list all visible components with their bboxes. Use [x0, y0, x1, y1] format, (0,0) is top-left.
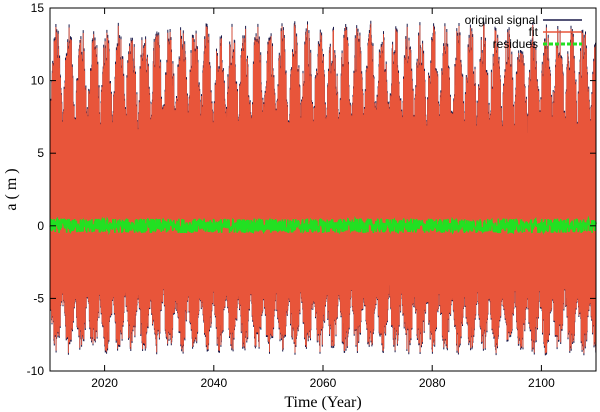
x-tick-label: 2060 — [310, 376, 337, 390]
y-tick-label: 5 — [37, 146, 44, 160]
series-layer — [49, 20, 597, 356]
legend-label: original signal — [465, 13, 538, 27]
series-residues — [49, 215, 597, 236]
labels-layer: -10 -5 0 5 10 15 2020 2040 2060 2080 2100 — [27, 1, 555, 390]
x-tick-label: 2040 — [200, 376, 227, 390]
series-fit — [49, 23, 597, 354]
y-tick-label: 15 — [31, 1, 45, 15]
legend-label: residues — [493, 37, 538, 51]
legend-label: fit — [529, 25, 539, 39]
y-axis-title: a ( m ) — [3, 168, 20, 210]
series-original-signal — [49, 20, 597, 356]
ticks-layer — [50, 7, 596, 372]
x-tick-label: 2100 — [528, 376, 555, 390]
x-tick-label: 2020 — [91, 376, 118, 390]
y-tick-label: -5 — [33, 291, 44, 305]
y-tick-label: -10 — [27, 364, 45, 378]
x-tick-label: 2080 — [419, 376, 446, 390]
y-tick-label: 10 — [31, 74, 45, 88]
x-axis-title: Time (Year) — [284, 394, 361, 411]
y-tick-label: 0 — [37, 219, 44, 233]
